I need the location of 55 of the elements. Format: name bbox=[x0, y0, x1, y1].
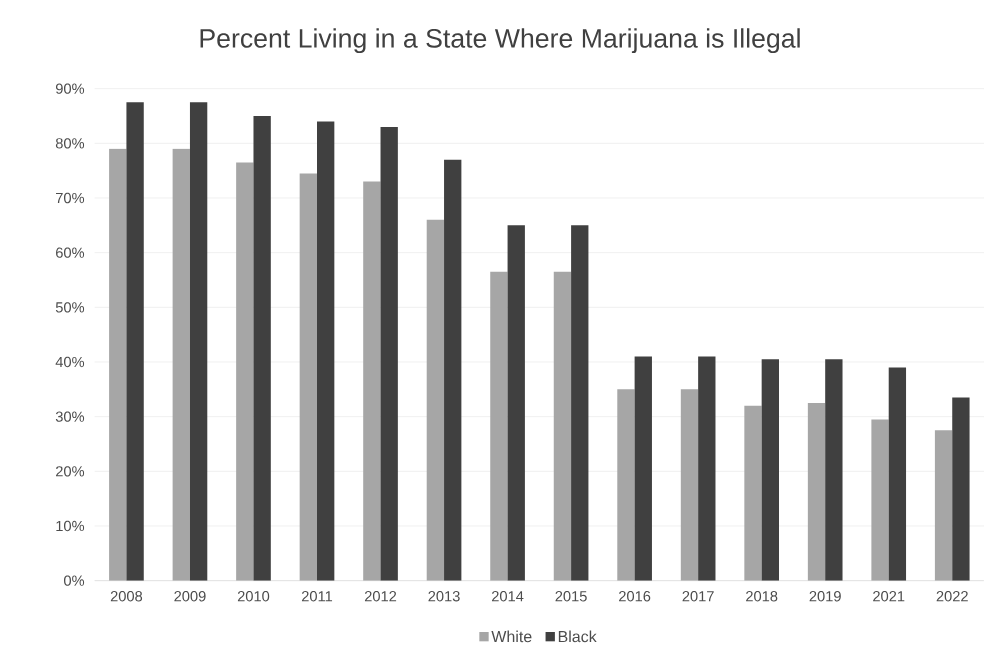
x-tick-label: 2017 bbox=[682, 591, 714, 602]
bar bbox=[380, 126, 398, 581]
legend-label: Black bbox=[558, 630, 597, 643]
bar bbox=[317, 121, 335, 581]
bar bbox=[634, 356, 652, 581]
bar bbox=[553, 271, 572, 581]
y-tick-label: 0% bbox=[63, 575, 85, 586]
bar bbox=[507, 225, 525, 581]
x-tick-label: 2021 bbox=[873, 591, 905, 602]
y-tick-label: 90% bbox=[55, 83, 85, 94]
bar bbox=[253, 116, 271, 581]
bar bbox=[571, 225, 589, 581]
x-tick-label: 2012 bbox=[364, 591, 397, 602]
bar bbox=[109, 148, 127, 581]
chart-title: Percent Living in a State Where Marijuana is Illegal bbox=[200, 28, 800, 54]
x-tick-label: 2022 bbox=[936, 591, 968, 602]
bar bbox=[426, 219, 445, 581]
y-tick-label: 60% bbox=[56, 247, 85, 258]
y-tick-label: 40% bbox=[55, 356, 85, 368]
x-tick-label: 2014 bbox=[491, 591, 524, 602]
bar bbox=[363, 181, 381, 581]
bar bbox=[744, 405, 762, 581]
bar bbox=[952, 397, 970, 581]
bar bbox=[761, 359, 779, 581]
bar bbox=[807, 402, 826, 581]
bar bbox=[825, 359, 843, 581]
bar bbox=[490, 271, 508, 581]
x-tick-label: 2018 bbox=[746, 591, 778, 602]
x-tick-label: 2010 bbox=[237, 591, 270, 602]
y-tick-label: 10% bbox=[56, 520, 85, 532]
x-tick-label: 2009 bbox=[174, 591, 206, 602]
bar bbox=[888, 367, 907, 581]
y-tick-label: 70% bbox=[56, 192, 85, 204]
bar bbox=[126, 102, 144, 581]
bar bbox=[934, 430, 953, 581]
bar bbox=[172, 148, 190, 581]
x-tick-label: 2016 bbox=[619, 591, 651, 602]
bar bbox=[236, 162, 254, 581]
y-tick-label: 20% bbox=[56, 466, 85, 477]
x-tick-label: 2015 bbox=[555, 591, 587, 602]
x-tick-label: 2019 bbox=[809, 591, 841, 602]
bar bbox=[871, 419, 889, 581]
bar bbox=[617, 389, 635, 581]
bar bbox=[444, 159, 462, 581]
bar bbox=[680, 389, 699, 581]
y-tick-label: 50% bbox=[55, 302, 85, 313]
legend-label: White bbox=[491, 630, 532, 643]
x-tick-label: 2013 bbox=[428, 591, 460, 602]
y-tick-label: 30% bbox=[55, 411, 85, 422]
bar bbox=[189, 102, 208, 581]
bar bbox=[698, 356, 716, 581]
y-tick-label: 80% bbox=[55, 138, 85, 149]
x-tick-label: 2008 bbox=[110, 591, 143, 602]
bar bbox=[299, 173, 317, 581]
x-tick-label: 2011 bbox=[301, 591, 333, 602]
